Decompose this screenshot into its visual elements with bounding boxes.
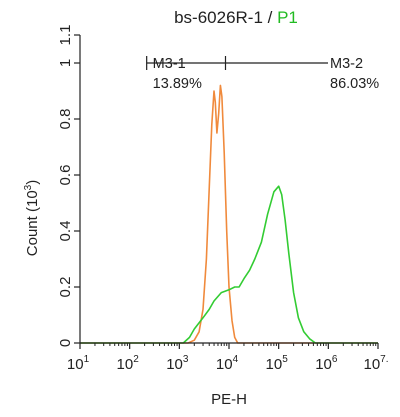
y-tick-label-3: 0.6 <box>57 165 74 186</box>
title-sample: bs-6026R-1 <box>174 8 263 27</box>
y-tick-label-0: 0 <box>57 339 74 347</box>
gate-percent-2: 86.03% <box>330 76 379 92</box>
y-axis-title: Count (103) <box>23 180 41 256</box>
series-layer <box>80 84 378 344</box>
gate-percent-1: 13.89% <box>153 76 202 92</box>
x-axis-title: PE-H <box>211 391 247 408</box>
x-tick-label-1: 102 <box>117 354 140 373</box>
chart-title: bs-6026R-1 / P1 <box>174 8 298 27</box>
y-tick-label-2: 0.4 <box>57 221 74 242</box>
title-population: P1 <box>277 8 298 27</box>
histogram-series-1 <box>80 84 378 344</box>
y-tick-label-1: 0.2 <box>57 277 74 298</box>
title-separator: / <box>263 8 277 27</box>
y-axis-ticks: 0 0.2 0.4 0.6 0.8 1 1.1 <box>57 25 80 347</box>
x-axis-ticks: 101 102 103 104 105 106 107. <box>67 343 389 373</box>
x-tick-label-2: 103 <box>166 354 189 373</box>
x-tick-label-6: 107. <box>363 354 388 373</box>
gate-name-2: M3-2 <box>330 56 363 72</box>
x-tick-label-3: 104 <box>216 354 239 373</box>
histogram-series-2 <box>80 185 378 344</box>
y-tick-label-4: 0.8 <box>57 109 74 130</box>
gate-layer: M3-1 13.89% M3-2 86.03% <box>146 56 379 92</box>
x-tick-label-5: 106 <box>315 354 338 373</box>
gate-name-1: M3-1 <box>153 56 186 72</box>
x-tick-label-0: 101 <box>67 354 90 373</box>
y-axis-title-text: Count (10 <box>24 190 41 256</box>
y-axis-title-exponent: 3 <box>23 184 34 190</box>
y-tick-label-6: 1.1 <box>57 25 74 46</box>
y-tick-label-5: 1 <box>57 59 74 67</box>
y-axis-title-close: ) <box>24 180 41 185</box>
x-tick-label-4: 105 <box>266 354 289 373</box>
chart-title-text: bs-6026R-1 / P1 <box>174 8 298 27</box>
